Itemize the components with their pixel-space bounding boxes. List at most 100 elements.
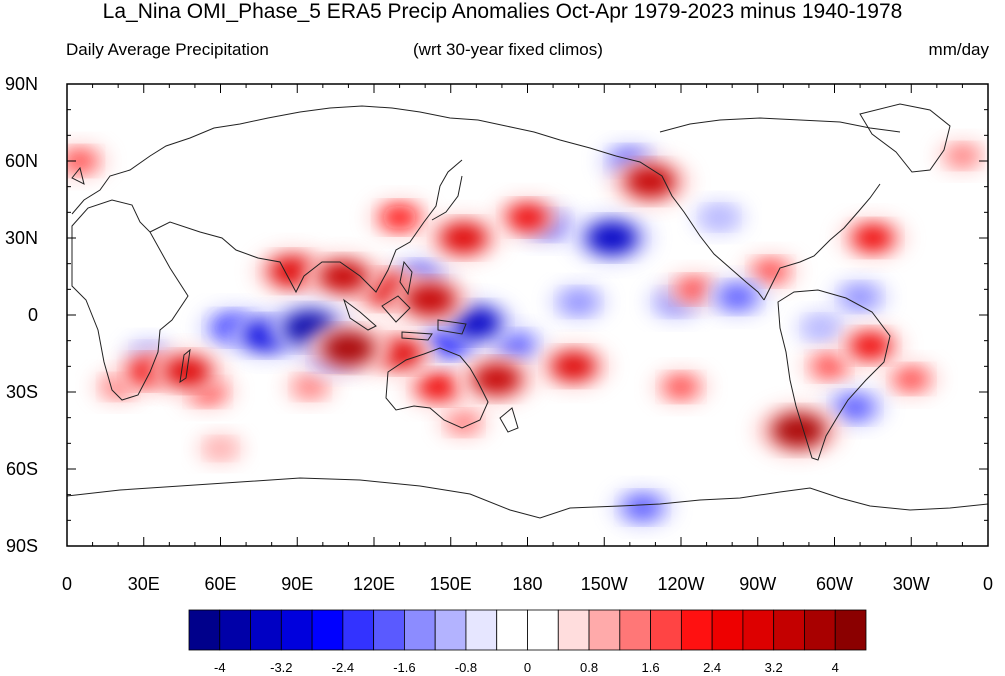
colorbar-swatch (834, 609, 867, 651)
colorbar-swatch (527, 609, 559, 651)
anomaly-core (322, 331, 375, 366)
colorbar-swatch (804, 609, 836, 651)
lat-tick-label: 60S (6, 459, 38, 479)
anomaly-core (624, 495, 661, 520)
anomaly-core (807, 318, 836, 338)
lon-tick-label: 180 (512, 574, 542, 594)
colorbar-swatch (742, 609, 775, 651)
colorbar-swatch (280, 609, 313, 651)
colorbar-label: -3.2 (270, 660, 292, 675)
latitude-axis: 90N 60N 30N 0 30S 60S 90S (5, 74, 38, 556)
colorbar-swatch (373, 609, 405, 651)
colorbar-swatch (711, 609, 744, 651)
colorbar-swatch (773, 609, 805, 651)
anomaly-core (296, 377, 325, 397)
anomaly-core (836, 395, 873, 420)
lon-tick-label: 150W (581, 574, 628, 594)
coastline-icon (67, 103, 988, 519)
anomaly-core (850, 332, 891, 359)
colorbar-swatch (342, 609, 375, 651)
colorbar-label: -2.4 (332, 660, 354, 675)
map-background (67, 84, 988, 546)
anomaly-core (381, 205, 418, 230)
left-subtitle: Daily Average Precipitation (66, 40, 269, 59)
colorbar-labels: -4 -3.2 -2.4 -1.6 -0.8 0 0.8 1.6 2.4 3.2 4 (214, 660, 839, 675)
anomaly-core (472, 363, 521, 395)
longitude-axis: 0 30E 60E 90E 120E 150E 180 150W 120W 90W 60W 30W 0 (62, 574, 993, 594)
anomaly-core (719, 285, 756, 310)
colorbar-swatches (188, 609, 867, 651)
colorbar-swatch (650, 609, 682, 651)
anomaly-core (754, 260, 787, 283)
colorbar-swatch (465, 609, 498, 651)
anomaly-core (496, 333, 533, 358)
lon-tick-label: 0 (62, 574, 72, 594)
units-label: mm/day (928, 40, 989, 59)
colorbar-label: -4 (214, 660, 226, 675)
map-panel: 90N 60N 30N 0 30S 60S 90S 0 30E 60E 90E 120E 150E 18… (5, 74, 993, 594)
colorbar-swatch (250, 609, 282, 651)
anomaly-core (405, 283, 456, 316)
lon-tick-label: 30W (893, 574, 930, 594)
lon-tick-label: 120E (353, 574, 395, 594)
anomaly-core (67, 150, 96, 172)
anomaly-core (319, 260, 368, 293)
anomaly-core (895, 368, 928, 390)
colorbar-label: 4 (832, 660, 839, 675)
anomaly-core (813, 355, 846, 378)
lon-tick-label: 120W (657, 574, 704, 594)
figure-title: La_Nina OMI_Phase_5 ERA5 Precip Anomalie… (102, 0, 903, 23)
anomaly-core (665, 376, 697, 398)
anomaly-core (705, 207, 734, 228)
colorbar-label: -1.6 (393, 660, 415, 675)
anomaly-core (771, 413, 826, 448)
lat-tick-label: 0 (28, 305, 38, 325)
lon-tick-label: 150E (430, 574, 472, 594)
colorbar-swatch (680, 609, 713, 651)
lon-tick-label: 60E (204, 574, 236, 594)
colorbar-swatch (219, 609, 251, 651)
colorbar-label: -0.8 (455, 660, 477, 675)
colorbar-swatch (557, 609, 590, 651)
anomaly-core (948, 146, 977, 166)
center-subtitle: (wrt 30-year fixed climos) (413, 40, 603, 59)
anomaly-core (449, 413, 478, 433)
colorbar-swatch (188, 609, 221, 651)
anomaly-core (208, 439, 233, 458)
colorbar-swatch (434, 609, 467, 651)
colorbar-label: 2.4 (703, 660, 721, 675)
colorbar: -4 -3.2 -2.4 -1.6 -0.8 0 0.8 1.6 2.4 3.2 4 (188, 609, 867, 675)
colorbar-label: 0.8 (580, 660, 598, 675)
lat-tick-label: 30S (6, 382, 38, 402)
colorbar-swatch (404, 609, 436, 651)
lat-tick-label: 60N (5, 151, 38, 171)
lat-tick-label: 90S (6, 536, 38, 556)
anomaly-core (625, 165, 676, 198)
colorbar-swatch (496, 609, 528, 651)
colorbar-swatch (619, 609, 651, 651)
lon-tick-label: 90W (739, 574, 776, 594)
anomaly-core (452, 307, 501, 339)
colorbar-swatch (311, 609, 344, 651)
anomaly-core (844, 286, 877, 308)
lon-tick-label: 0 (983, 574, 993, 594)
lon-tick-label: 90E (281, 574, 313, 594)
lon-tick-label: 30E (128, 574, 160, 594)
anomaly-core (507, 204, 548, 231)
lat-tick-label: 30N (5, 228, 38, 248)
colorbar-label: 3.2 (765, 660, 783, 675)
anomaly-core (586, 221, 637, 255)
anomaly-core (562, 291, 595, 313)
anomaly-core (551, 351, 596, 381)
colorbar-label: 1.6 (642, 660, 660, 675)
lon-tick-label: 60W (816, 574, 853, 594)
anomaly-core (417, 373, 458, 401)
colorbar-label: 0 (524, 660, 531, 675)
lat-tick-label: 90N (5, 74, 38, 94)
anomaly-core (440, 223, 487, 253)
colorbar-swatch (588, 609, 621, 651)
axis-ticks (66, 83, 989, 547)
anomaly-core (677, 278, 710, 301)
anomaly-core (852, 224, 893, 252)
